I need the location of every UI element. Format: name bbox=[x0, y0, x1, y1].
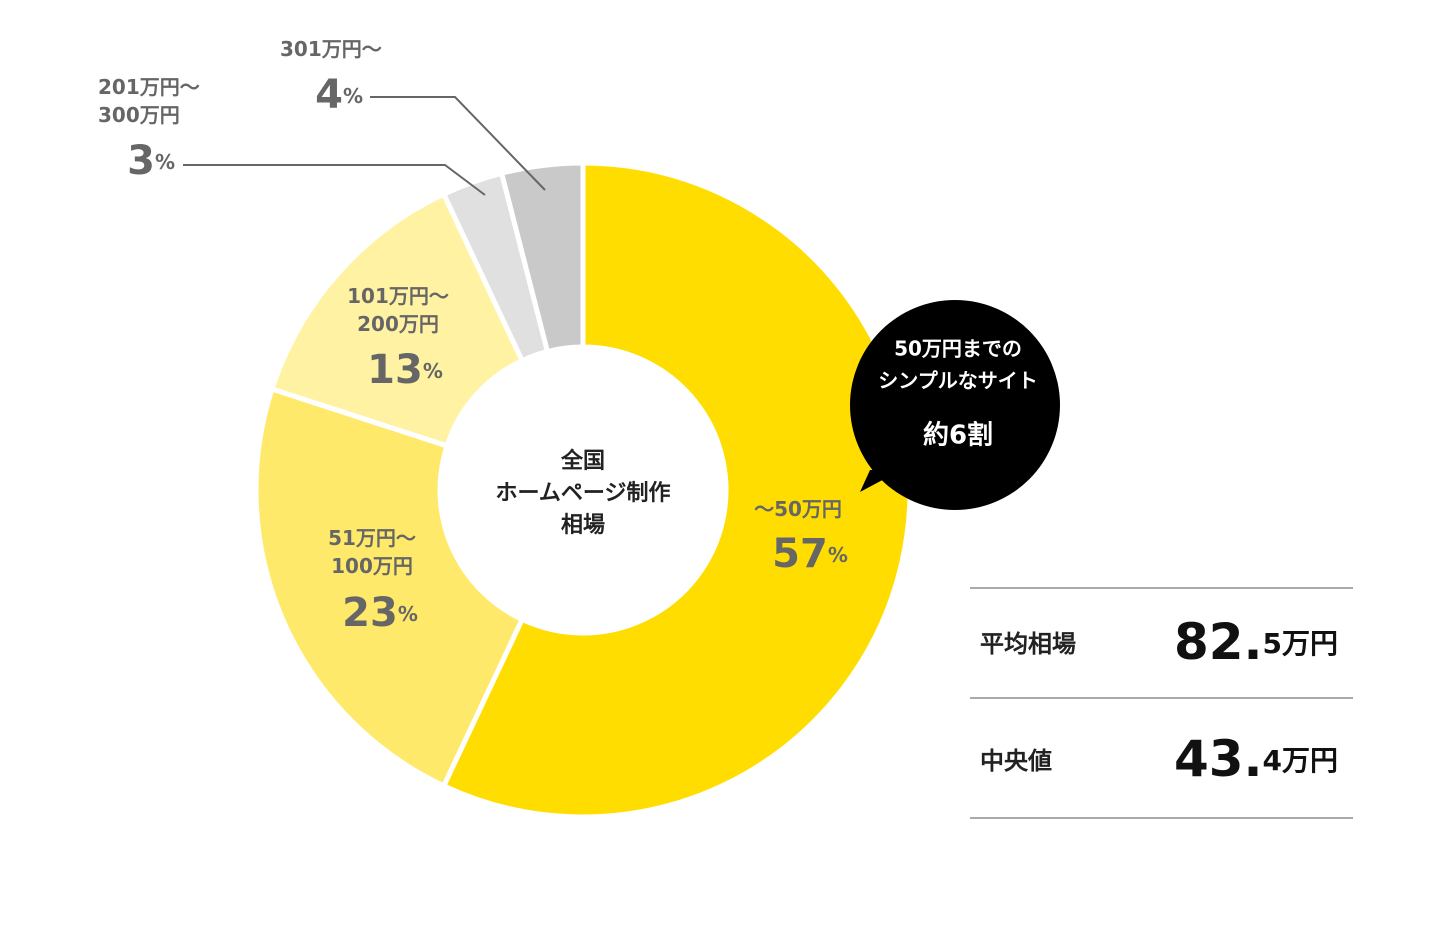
stat-value: 43.4万円 bbox=[1174, 730, 1338, 788]
center-label: 全国ホームページ制作相場 bbox=[496, 448, 671, 538]
stat-label: 平均相場 bbox=[980, 630, 1076, 658]
pie-segment bbox=[268, 190, 526, 449]
stat-label: 中央値 bbox=[980, 747, 1052, 775]
segment-label: 201万円〜 300万円 bbox=[98, 75, 200, 127]
pie-segment bbox=[253, 385, 526, 790]
segment-label: 101万円〜 200万円 bbox=[347, 284, 449, 336]
stat-value: 82.5万円 bbox=[1174, 613, 1338, 671]
segment-label: 51万円〜 100万円 bbox=[328, 526, 416, 578]
segments bbox=[253, 160, 913, 820]
value-label: 23% bbox=[342, 590, 418, 636]
leader-line bbox=[370, 96, 546, 191]
pie-segment bbox=[440, 160, 913, 820]
callout-bubble bbox=[850, 300, 1060, 510]
segment-label: 〜50万円 bbox=[754, 497, 842, 521]
value-label: 3% bbox=[127, 138, 175, 184]
value-label: 57% bbox=[772, 531, 848, 577]
value-label: 13% bbox=[367, 347, 443, 393]
callout-highlight: 約6割 bbox=[923, 420, 993, 451]
segment-label: 301万円〜 bbox=[280, 37, 382, 61]
leader-line bbox=[183, 164, 486, 196]
value-label: 4% bbox=[315, 72, 363, 118]
callout-text: シンプルなサイト bbox=[878, 369, 1037, 393]
callout-text: 50万円までの bbox=[894, 337, 1022, 361]
